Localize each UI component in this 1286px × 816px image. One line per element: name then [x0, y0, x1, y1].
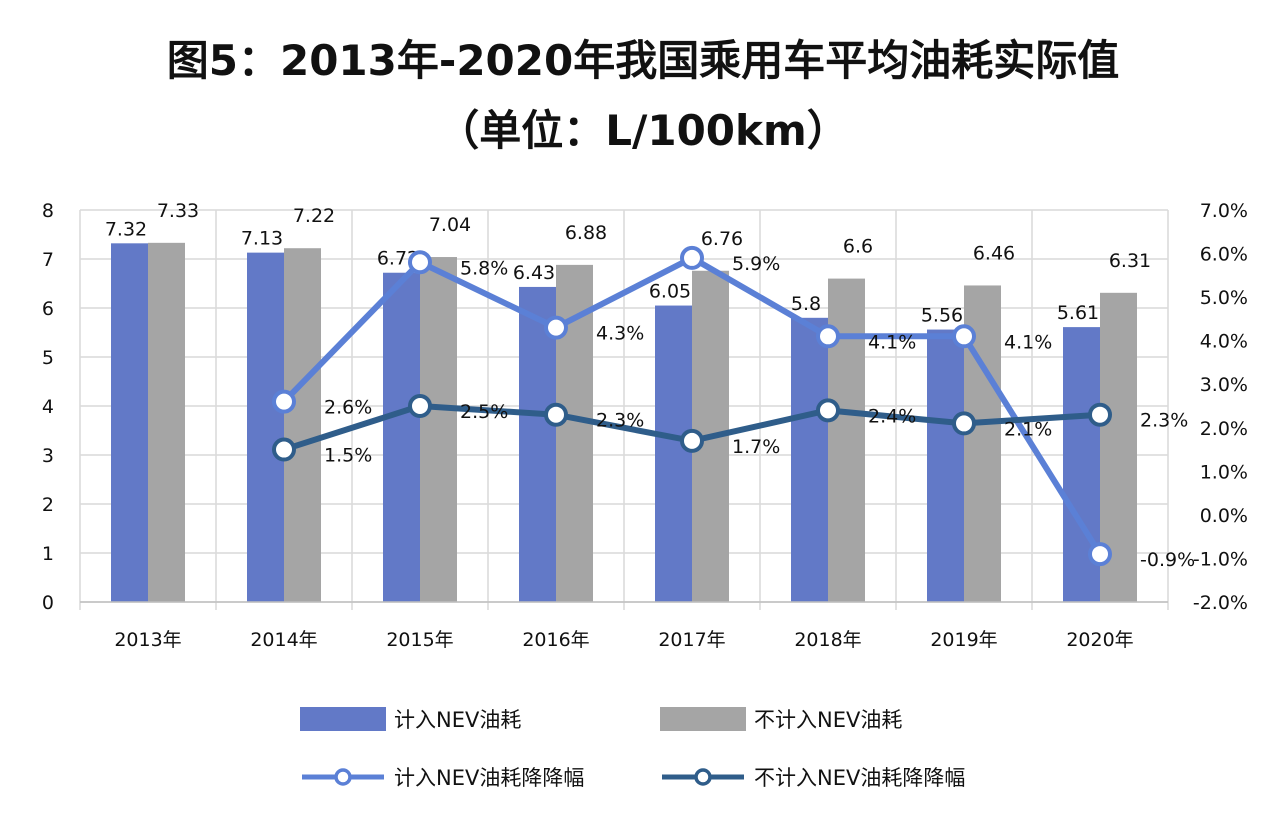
legend-label: 不计入NEV油耗: [754, 708, 903, 732]
y-axis-left-tick-label: 0: [42, 592, 54, 614]
y-axis-right-tick-label: 7.0%: [1200, 200, 1248, 222]
x-axis-tick-label: 2018年: [794, 629, 861, 651]
y-axis-left-tick-label: 3: [42, 445, 54, 467]
x-axis-tick-label: 2013年: [114, 629, 181, 651]
bar-with-nev: [519, 286, 556, 602]
legend-swatch-bar-without-nev: [660, 707, 746, 731]
y-axis-right-tick-label: 4.0%: [1200, 331, 1248, 353]
bar-with-nev-data-label: 7.32: [105, 218, 147, 240]
line-without-nev-data-label: 2.5%: [460, 401, 508, 423]
line-with-nev-point: [1088, 542, 1112, 567]
y-axis-right-tick-label: 5.0%: [1200, 287, 1248, 309]
bar-with-nev-data-label: 5.56: [921, 305, 963, 327]
line-without-nev-data-label: 2.3%: [1140, 410, 1188, 432]
line-without-nev-point: [816, 398, 840, 423]
line-without-nev-data-label: 2.3%: [596, 410, 644, 432]
bar-with-nev: [111, 243, 148, 602]
y-axis-right-tick-label: 2.0%: [1200, 418, 1248, 440]
bar-without-nev-data-label: 6.76: [701, 228, 743, 250]
line-without-nev-point: [544, 402, 568, 427]
y-axis-left-tick-label: 7: [42, 249, 54, 271]
legend-swatch-bar-with-nev: [300, 707, 386, 731]
legend-swatch-line-with-nev: [302, 768, 384, 786]
bar-with-nev: [383, 272, 420, 602]
line-with-nev-point: [408, 250, 432, 275]
bar-with-nev-data-label: 6.05: [649, 281, 691, 303]
bar-without-nev-data-label: 6.31: [1109, 250, 1151, 272]
x-axis-tick-label: 2017年: [658, 629, 725, 651]
bar-with-nev: [927, 329, 964, 602]
y-axis-right-tick-label: 3.0%: [1200, 374, 1248, 396]
line-without-nev-point: [680, 428, 704, 453]
x-axis-tick-label: 2015年: [386, 629, 453, 651]
bar-with-nev: [247, 252, 284, 602]
line-with-nev-point: [816, 324, 840, 349]
y-axis-left-tick-label: 8: [42, 200, 54, 222]
legend-item-bar-without-nev: 不计入NEV油耗: [660, 704, 902, 734]
bar-with-nev-data-label: 5.8: [791, 293, 821, 315]
bar-with-nev-data-label: 6.43: [513, 262, 555, 284]
chart-subtitle-unit: （单位：L/100km）: [437, 106, 849, 155]
line-with-nev-data-label: 4.1%: [868, 331, 916, 353]
legend-label: 计入NEV油耗: [394, 708, 522, 732]
line-without-nev-data-label: 2.4%: [868, 405, 916, 427]
line-with-nev-point: [544, 315, 568, 340]
legend-label: 不计入NEV油耗降降幅: [754, 766, 966, 790]
line-with-nev-data-label: 2.6%: [324, 397, 372, 419]
bar-with-nev: [791, 317, 828, 602]
y-axis-right-tick-label: -1.0%: [1193, 548, 1248, 570]
legend-label: 计入NEV油耗降降幅: [394, 766, 585, 790]
y-axis-left-tick-label: 4: [42, 396, 54, 418]
line-without-nev-data-label: 1.5%: [324, 445, 372, 467]
y-axis-left-tick-label: 2: [42, 494, 54, 516]
bar-with-nev-data-label: 5.61: [1057, 302, 1099, 324]
line-without-nev-point: [272, 437, 296, 462]
y-axis-left-tick-label: 1: [42, 543, 54, 565]
line-with-nev-point: [272, 389, 296, 414]
line-without-nev-data-label: 1.7%: [732, 436, 780, 458]
legend-item-line-without-nev: 不计入NEV油耗降降幅: [660, 762, 965, 792]
bar-without-nev-data-label: 7.33: [157, 200, 199, 222]
x-axis-tick-label: 2020年: [1066, 629, 1133, 651]
line-without-nev-point: [1088, 402, 1112, 427]
x-axis-tick-label: 2016年: [522, 629, 589, 651]
bar-without-nev-data-label: 6.88: [565, 222, 607, 244]
line-without-nev-point: [408, 394, 432, 418]
line-with-nev-data-label: 5.9%: [732, 253, 780, 275]
x-axis-tick-label: 2014年: [250, 629, 317, 651]
bar-without-nev: [284, 248, 321, 602]
y-axis-right-tick-label: 1.0%: [1200, 461, 1248, 483]
line-with-nev-data-label: 4.1%: [1004, 331, 1052, 353]
x-axis-tick-label: 2019年: [930, 629, 997, 651]
y-axis-left-tick-label: 6: [42, 298, 54, 320]
bar-with-nev-data-label: 7.13: [241, 228, 283, 250]
bar-without-nev: [420, 257, 457, 602]
y-axis-right-tick-label: 6.0%: [1200, 244, 1248, 266]
y-axis-right-tick-label: 0.0%: [1200, 505, 1248, 527]
legend-item-line-with-nev: 计入NEV油耗降降幅: [300, 762, 584, 792]
bar-without-nev-data-label: 7.22: [293, 205, 335, 227]
bar-without-nev-data-label: 6.6: [843, 236, 873, 258]
y-axis-left-tick-label: 5: [42, 347, 54, 369]
line-with-nev-point: [680, 245, 704, 270]
line-with-nev-point: [952, 324, 976, 349]
legend-swatch-line-without-nev: [662, 768, 744, 786]
line-without-nev-data-label: 2.1%: [1004, 418, 1052, 440]
y-axis-right-tick-label: -2.0%: [1193, 592, 1248, 614]
line-without-nev-point: [952, 411, 976, 436]
bar-without-nev-data-label: 7.04: [429, 214, 471, 236]
line-with-nev-data-label: 4.3%: [596, 323, 644, 345]
bar-without-nev-data-label: 6.46: [973, 242, 1015, 264]
bar-without-nev: [148, 242, 185, 602]
line-with-nev-data-label: 5.8%: [460, 257, 508, 279]
bar-with-nev: [655, 305, 692, 602]
legend-item-bar-with-nev: 计入NEV油耗: [300, 704, 521, 734]
chart-title: 图5：2013年-2020年我国乘用车平均油耗实际值: [166, 36, 1120, 85]
line-with-nev-data-label: -0.9%: [1140, 549, 1195, 571]
